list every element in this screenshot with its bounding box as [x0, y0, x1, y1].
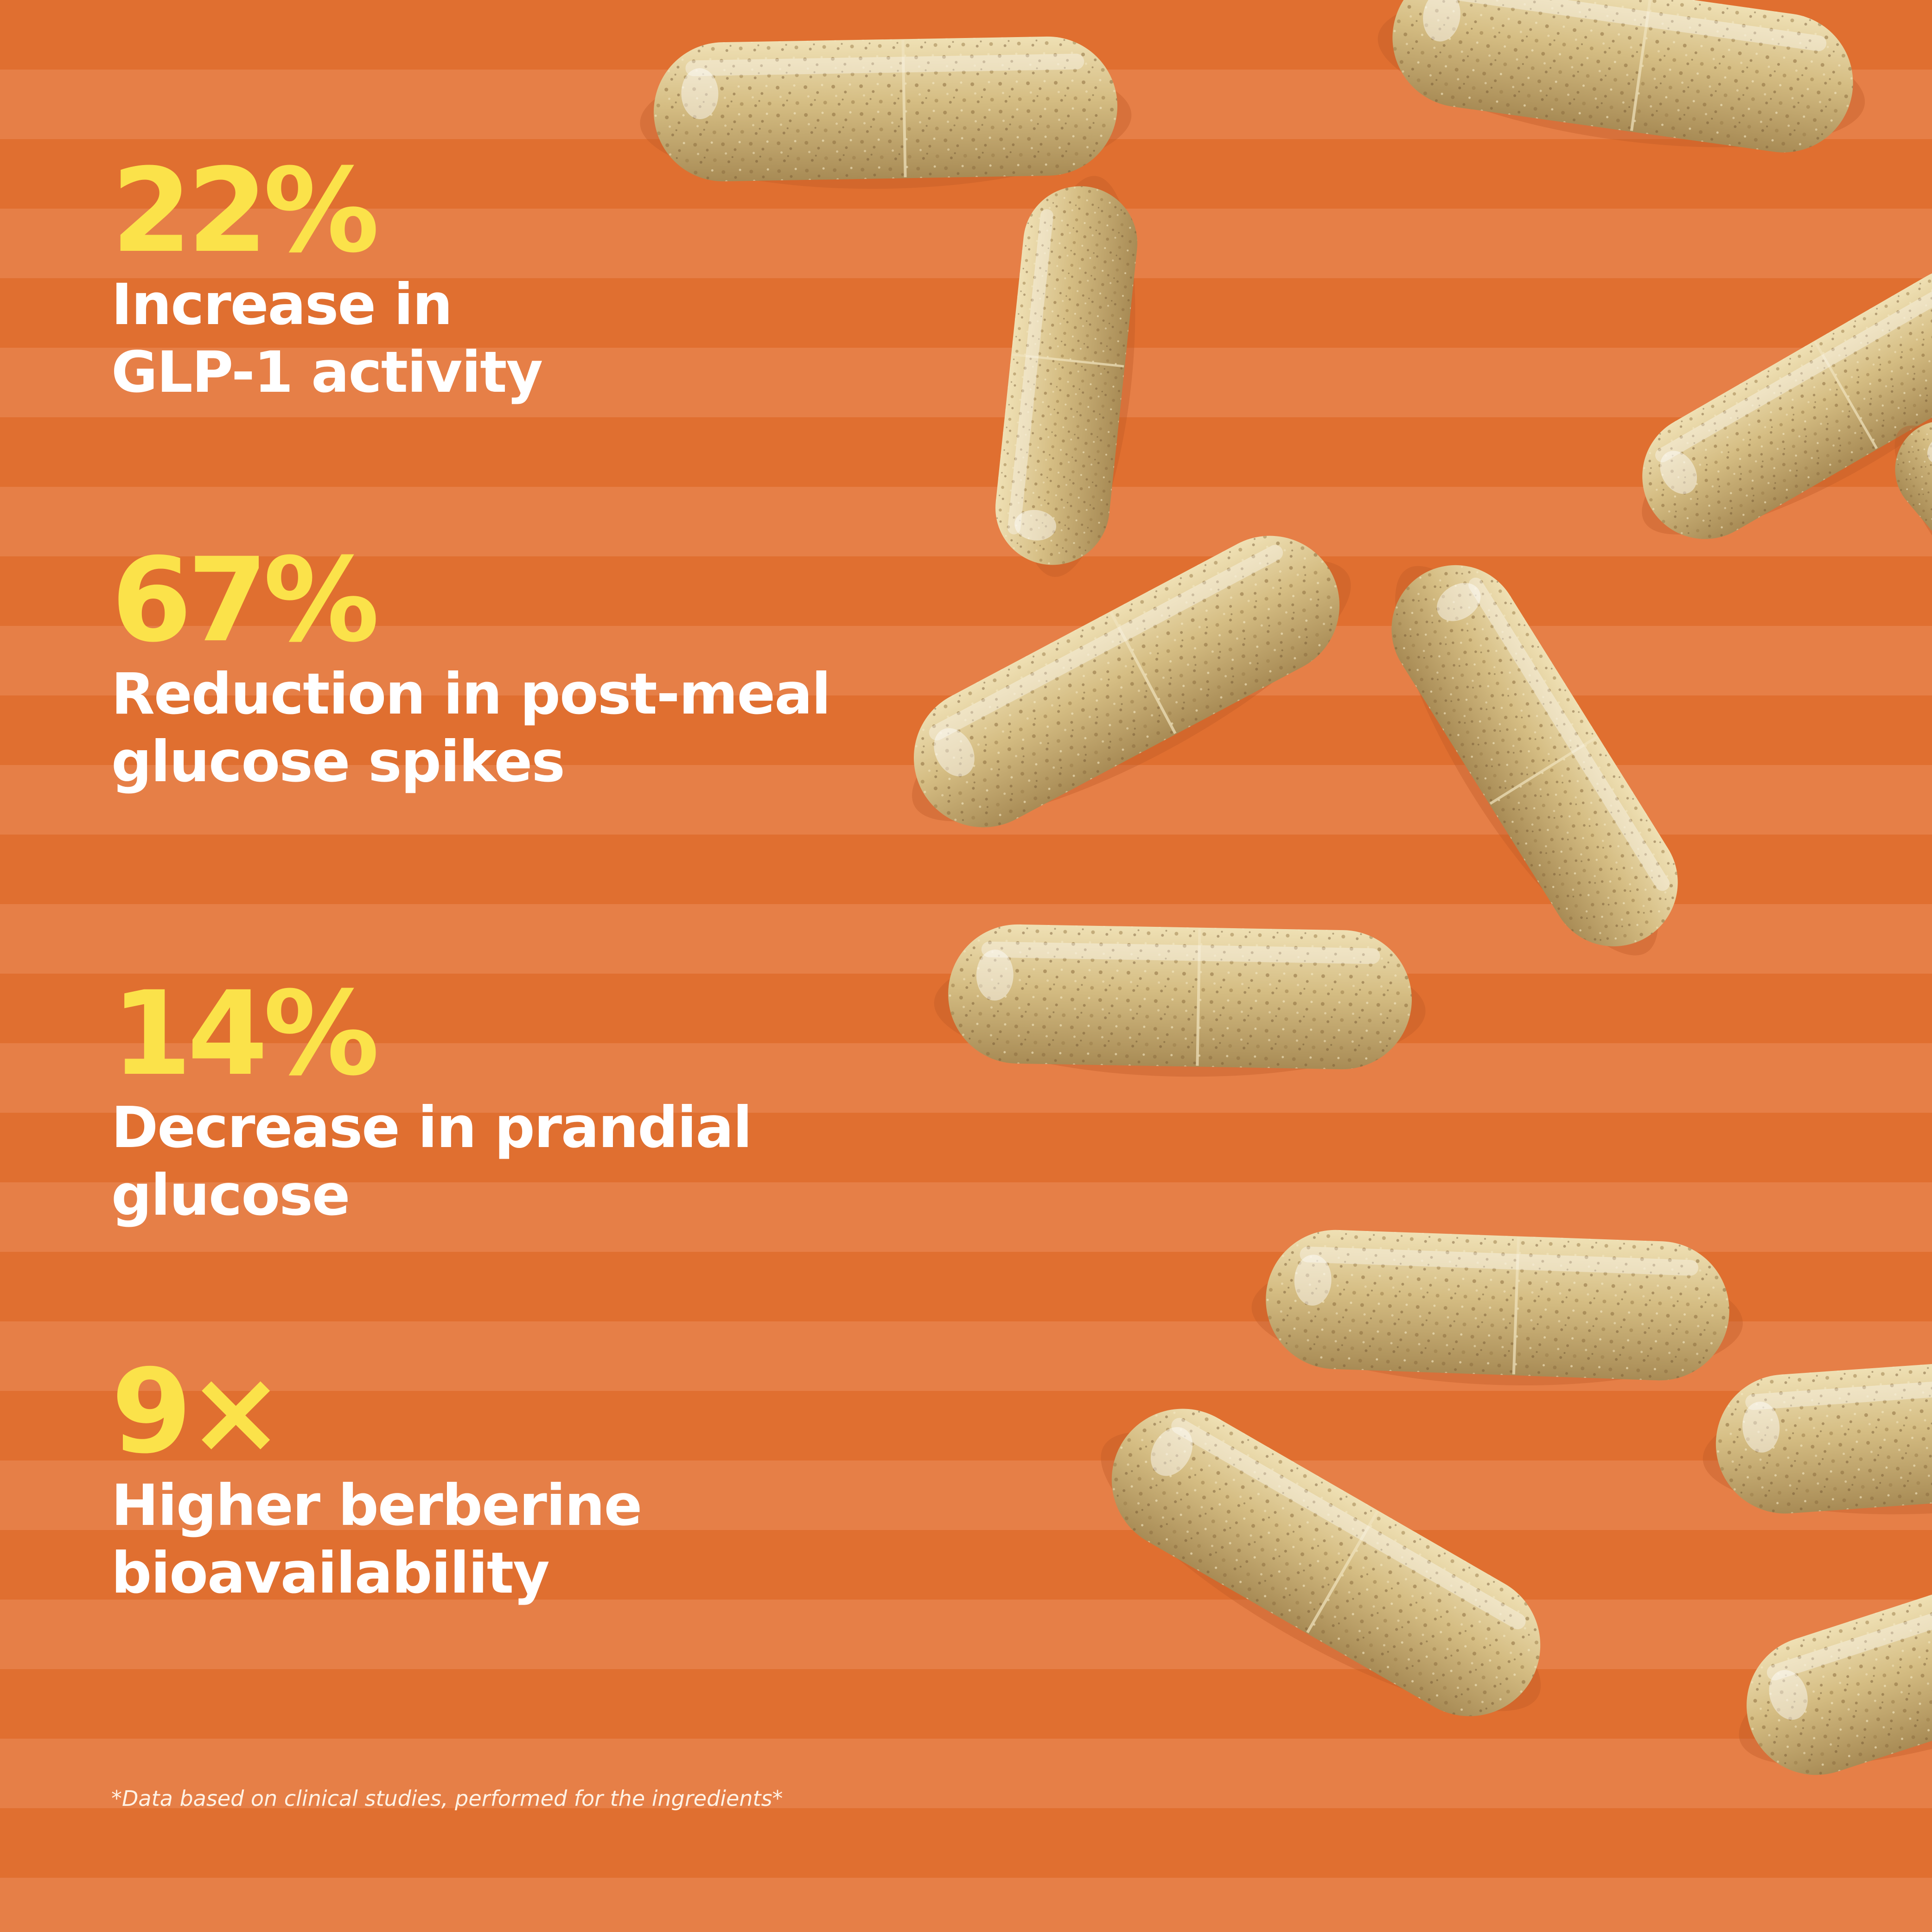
stat-bioavailability: 9× Higher berberine bioavailability [111, 1344, 642, 1606]
stat-label-line2: glucose spikes [111, 729, 565, 795]
capsule-3 [988, 169, 1152, 583]
capsule-1 [638, 35, 1132, 193]
capsule-7 [933, 923, 1427, 1081]
stat-label-line1: Reduction in post-meal [111, 661, 831, 727]
stat-label-line2: GLP-1 activity [111, 339, 543, 405]
stat-label-line1: Increase in [111, 272, 453, 338]
stat-label-line2: glucose [111, 1162, 350, 1228]
capsule-10 [1697, 1346, 1932, 1529]
stat-label-line1: Decrease in prandial [111, 1095, 752, 1160]
stat-value: 9× [111, 1344, 284, 1479]
stat-value: 14% [111, 966, 379, 1101]
capsule-4 [1608, 239, 1932, 576]
stat-post-meal-spikes: 67% Reduction in post-meal glucose spike… [111, 533, 831, 795]
stat-value: 22% [111, 143, 379, 278]
capsule-5 [877, 505, 1381, 867]
stat-label-line2: bioavailability [111, 1540, 550, 1606]
capsule-2 [1368, 0, 1875, 173]
capsule-9 [1068, 1376, 1579, 1758]
stat-prandial-glucose: 14% Decrease in prandial glucose [111, 966, 752, 1228]
disclaimer-footnote: *Data based on clinical studies, perform… [111, 1786, 783, 1811]
stat-glp1: 22% Increase in GLP-1 activity [111, 143, 543, 405]
capsule-6 [1352, 530, 1709, 986]
stat-value: 67% [111, 533, 379, 668]
stat-label-line1: Higher berberine [111, 1473, 642, 1538]
capsule-11 [1715, 1513, 1932, 1807]
capsule-8 [1249, 1227, 1746, 1394]
